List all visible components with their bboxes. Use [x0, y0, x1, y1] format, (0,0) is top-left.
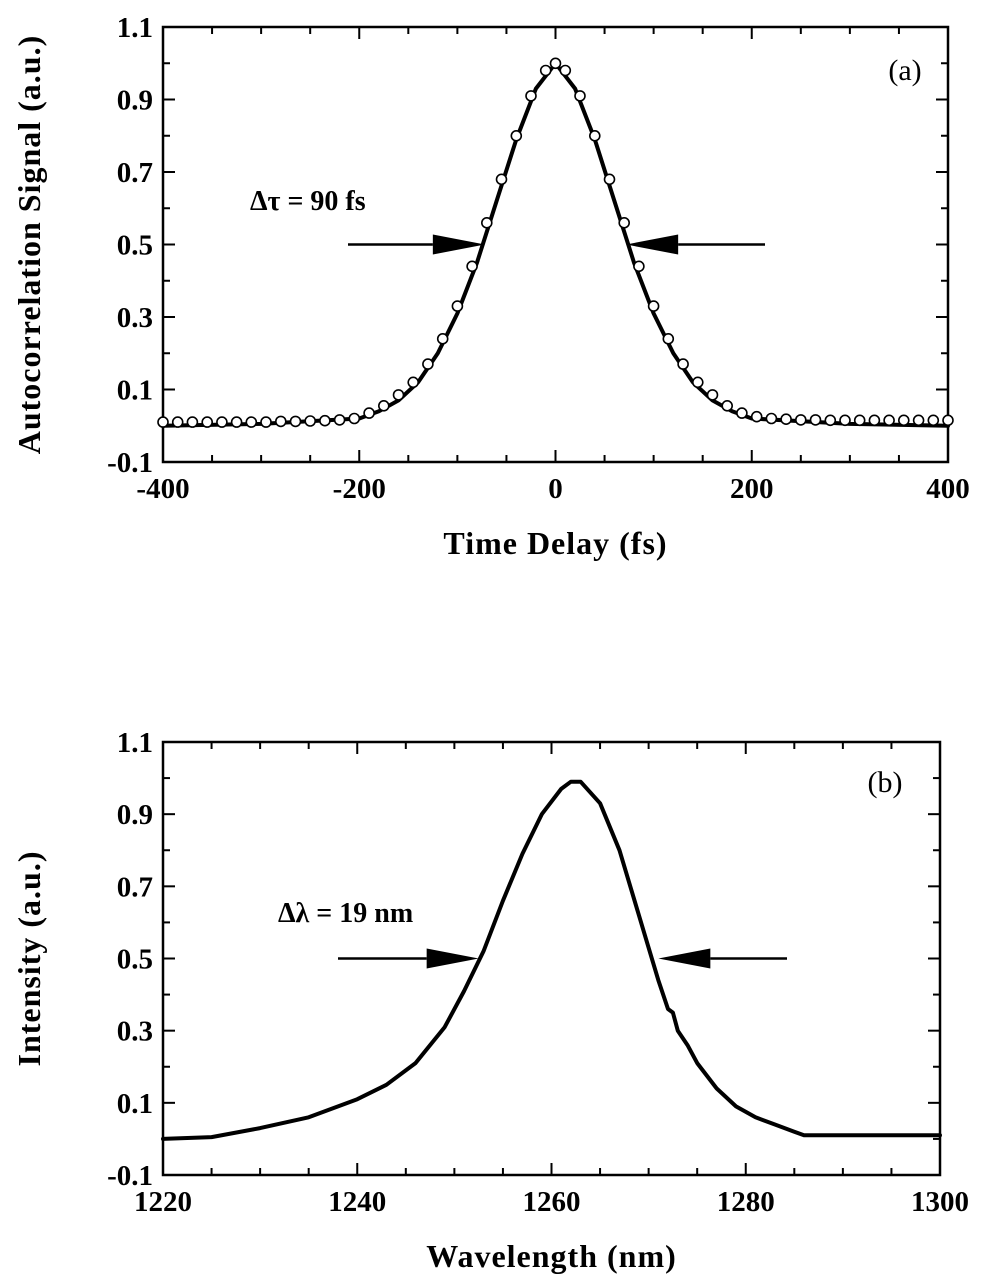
data-point-marker: [574, 90, 586, 102]
data-point-marker: [794, 414, 807, 426]
data-point-marker: [765, 412, 778, 425]
data-point-marker: [422, 358, 434, 370]
data-point-marker: [230, 416, 243, 428]
y-tick-label: -0.1: [107, 447, 153, 479]
data-point-marker: [466, 260, 478, 273]
x-tick-label: -400: [136, 473, 189, 505]
fwhm-arrow-right-head: [626, 234, 679, 255]
data-point-marker: [750, 410, 763, 423]
x-axis-title: Time Delay (fs): [443, 525, 667, 561]
data-point-marker: [186, 416, 199, 428]
x-axis-title: Wavelength (nm): [426, 1238, 677, 1274]
fwhm-annotation: Δτ = 90 fs: [250, 186, 366, 217]
data-point-marker: [451, 300, 464, 312]
x-tick-label: 1260: [523, 1186, 581, 1218]
data-point-marker: [289, 415, 302, 428]
y-tick-label: 0.5: [117, 944, 153, 976]
data-point-marker: [647, 300, 660, 312]
y-axis-title: Autocorrelation Signal (a.u.): [11, 35, 47, 455]
data-point-marker: [706, 389, 719, 401]
panel-label: (b): [868, 766, 903, 799]
y-tick-label: -0.1: [107, 1160, 153, 1192]
fwhm-arrow-left-head: [426, 948, 479, 969]
data-point-marker: [333, 414, 346, 426]
x-tick-label: 1220: [134, 1186, 192, 1218]
data-point-marker: [883, 414, 895, 427]
data-point-marker: [392, 389, 405, 401]
data-point-marker: [171, 416, 184, 428]
plot-frame: [161, 740, 942, 1177]
data-point-marker: [436, 332, 449, 345]
data-point-marker: [319, 414, 331, 427]
y-tick-label: 0.3: [117, 302, 153, 334]
panel-label: (a): [888, 54, 921, 87]
y-tick-label: 0.3: [117, 1016, 153, 1048]
x-tick-label: 0: [548, 473, 563, 505]
x-tick-label: 400: [926, 473, 970, 505]
data-point-marker: [407, 376, 420, 389]
data-point-marker: [927, 414, 940, 427]
data-point-marker: [603, 173, 616, 186]
data-point-marker: [721, 399, 734, 412]
series-line: [161, 779, 942, 1141]
data-point-marker: [274, 415, 287, 428]
data-point-marker: [245, 416, 258, 428]
data-point-marker: [691, 376, 704, 389]
fwhm-arrow-right-head: [658, 948, 711, 969]
series-line: [161, 61, 950, 428]
data-point-marker: [363, 407, 375, 419]
data-point-marker: [662, 332, 675, 345]
data-point-marker: [539, 64, 552, 77]
data-point-marker: [510, 130, 523, 142]
y-tick-label: 0.1: [117, 1088, 153, 1120]
data-point-marker: [260, 416, 272, 428]
data-point-marker: [549, 57, 562, 70]
data-point-marker: [868, 414, 881, 427]
data-point-marker: [942, 414, 954, 427]
data-point-marker: [897, 414, 910, 427]
data-point-marker: [677, 358, 689, 370]
data-point-marker: [780, 413, 792, 426]
data-point-marker: [377, 399, 390, 412]
fwhm-arrow-left-head: [432, 234, 485, 255]
data-point-marker: [633, 260, 645, 273]
x-tick-label: -200: [333, 473, 386, 505]
data-point-marker: [559, 64, 572, 77]
data-point-marker: [824, 414, 837, 427]
data-point-marker: [201, 416, 213, 428]
y-tick-label: 0.1: [117, 375, 153, 407]
data-point-marker: [853, 414, 866, 427]
data-point-marker: [480, 217, 493, 229]
data-point-marker: [736, 407, 748, 419]
data-point-marker: [157, 416, 169, 428]
y-tick-label: 1.1: [117, 727, 153, 759]
y-tick-label: 0.7: [117, 157, 153, 189]
y-axis-title: Intensity (a.u.): [11, 850, 47, 1066]
x-tick-label: 200: [730, 473, 774, 505]
y-tick-label: 1.1: [117, 12, 153, 44]
x-tick-label: 1240: [328, 1186, 386, 1218]
x-tick-label: 1300: [911, 1186, 969, 1218]
data-point-marker: [525, 90, 537, 102]
data-point-marker: [216, 416, 228, 428]
data-point-marker: [495, 173, 508, 186]
data-point-marker: [348, 412, 361, 425]
data-point-marker: [839, 414, 851, 427]
fwhm-annotation: Δλ = 19 nm: [278, 898, 413, 929]
y-tick-label: 0.9: [117, 85, 153, 117]
data-point-marker: [809, 414, 822, 426]
panel-a: -400 -200 0 200 400 -0.1 0.1 0.3 0.5 0.7 0.9 1.1 Tim…: [11, 12, 970, 561]
plot-frame: [161, 25, 950, 464]
data-point-marker: [912, 414, 925, 427]
y-tick-label: 0.5: [117, 230, 153, 262]
x-tick-label: 1280: [717, 1186, 775, 1218]
panel-b: 1220 1240 1260 1280 1300 -0.1 0.1 0.3 0.5 0.7 0.9 1…: [11, 727, 969, 1274]
y-tick-label: 0.7: [117, 871, 153, 903]
data-point-marker: [304, 415, 317, 427]
y-tick-label: 0.9: [117, 799, 153, 831]
data-point-marker: [618, 217, 631, 229]
data-point-marker: [588, 130, 601, 142]
